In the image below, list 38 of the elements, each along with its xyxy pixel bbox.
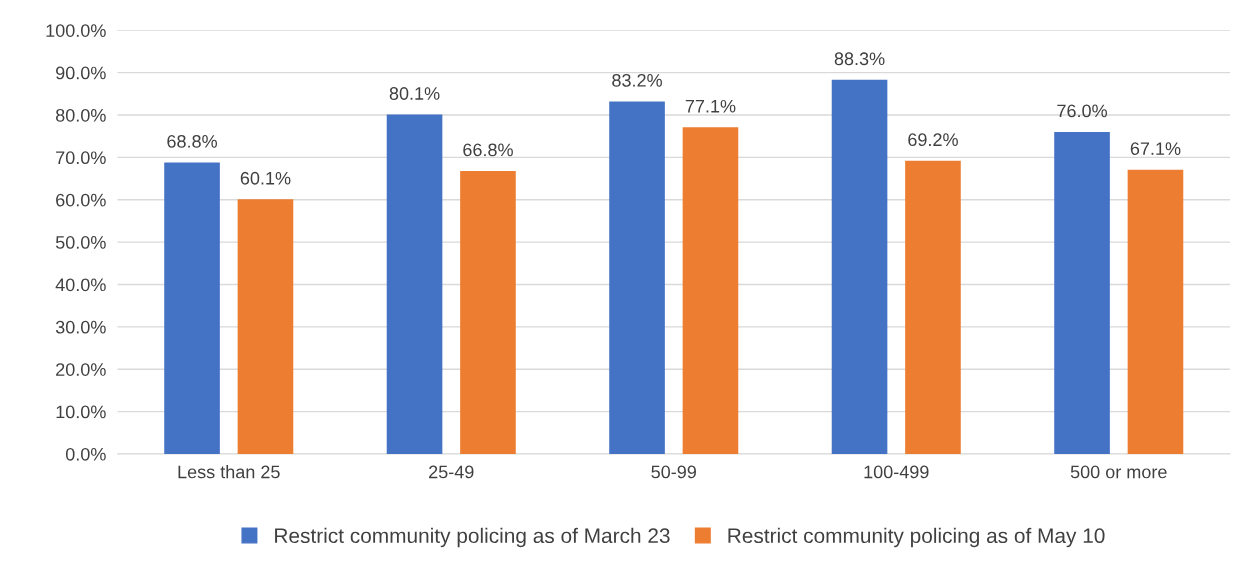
x-tick-label: 100-499 [864,465,929,479]
bar [386,114,443,454]
x-tick-label: 50-99 [651,465,696,479]
bar [682,127,739,454]
data-label: 69.2% [908,133,958,147]
bar [609,101,665,454]
y-tick-label: 100.0% [46,24,106,37]
x-tick-label: Less than 25 [178,465,280,479]
bar [164,162,220,454]
y-tick-label: 80.0% [55,108,106,122]
bar [237,199,294,454]
y-tick-label: 40.0% [55,278,106,292]
y-tick-label: 20.0% [56,363,106,376]
data-label: 88.3% [834,52,885,66]
y-tick-label: 0.0% [65,447,106,461]
y-tick-label: 70.0% [56,151,106,165]
bar [1054,131,1110,454]
data-label: 68.8% [167,134,217,148]
bar [905,160,961,454]
x-tick-label: 500 or more [1070,465,1167,479]
legend-label: Restrict community policing as of March 23 [275,527,670,548]
y-tick-label: 60.0% [56,193,106,207]
y-tick-label: 50.0% [55,236,106,249]
data-label: 77.1% [685,99,736,113]
data-label: 76.0% [1057,104,1107,118]
legend-label: Restrict community policing as of May 10 [728,527,1105,548]
y-tick-label: 30.0% [55,320,106,334]
bar [1127,169,1184,454]
bar [831,79,888,454]
data-label: 67.1% [1130,142,1181,155]
data-label: 80.1% [389,87,440,100]
data-label: 66.8% [463,143,513,157]
x-tick-label: 25-49 [429,465,474,479]
y-tick-label: 90.0% [56,66,106,80]
data-label: 60.1% [240,171,291,185]
data-label: 83.2% [612,73,662,87]
y-tick-label: 10.0% [56,405,106,419]
bar [460,170,516,454]
